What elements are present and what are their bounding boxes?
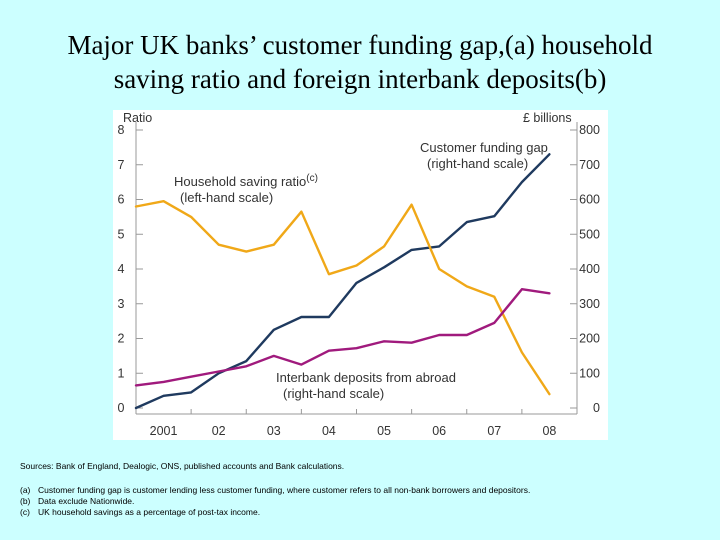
household-saving-ratio-line [134,199,551,396]
footnote-a-label: (a) [20,485,31,495]
interbank-deposits-from-abroad-line [134,287,551,387]
footnote-c-text: UK household savings as a percentage of … [38,507,261,517]
annotation-gap-line-2: (right-hand scale) [427,156,528,171]
left-tick-label: 5 [118,227,125,241]
right-tick-label: 300 [579,297,600,311]
footnote-a-text: Customer funding gap is customer lending… [38,485,531,495]
left-tick-label: 1 [118,366,125,380]
right-tick-label: 600 [579,193,600,207]
right-tick-label: 400 [579,262,600,276]
left-tick-label: 0 [118,401,125,415]
x-tick-label: 2001 [150,424,178,438]
plot-area [136,130,577,408]
chart-panel: 0 1 2 3 4 5 6 7 8 0 100 200 300 400 500 600 700 800 2001 02… [113,110,608,440]
right-tick-label: 800 [579,123,600,137]
footnote-c-label: (c) [20,507,30,517]
right-tick-label: 100 [579,366,600,380]
x-tick-label: 08 [542,424,556,438]
customer-funding-gap-line [134,153,551,410]
left-tick-label: 3 [118,297,125,311]
line-chart: 0 1 2 3 4 5 6 7 8 0 100 200 300 400 500 600 700 800 2001 02… [118,111,601,438]
annotation-saving-line-1: Household saving ratio(c) [174,173,318,189]
footnote-b: (b) Data exclude Nationwide. [20,496,710,507]
left-tick-label: 2 [118,332,125,346]
left-tick-label: 7 [118,158,125,172]
x-tick-label: 04 [322,424,336,438]
annotation-interbank-line-2: (right-hand scale) [283,386,384,401]
footnote-a: (a) Customer funding gap is customer len… [20,485,710,496]
right-tick-label: 0 [593,401,600,415]
right-tick-label: 700 [579,158,600,172]
left-tick-label: 4 [118,262,125,276]
right-tick-label: 200 [579,332,600,346]
annotation-saving-line-2: (left-hand scale) [180,190,273,205]
annotation-gap-line-1: Customer funding gap [420,140,548,155]
right-axis-title: £ billions [523,111,572,125]
chart-title-line-1: Major UK banks’ customer funding gap,(a)… [67,30,653,60]
annotation-interbank-line-1: Interbank deposits from abroad [276,370,456,385]
chart-title-line-2: saving ratio and foreign interbank depos… [113,64,607,94]
right-tick-label: 500 [579,227,600,241]
x-tick-label: 07 [487,424,501,438]
annotation-saving-text: Household saving ratio [174,174,306,189]
x-tick-label: 05 [377,424,391,438]
footnote-b-label: (b) [20,496,31,506]
footnote-b-text: Data exclude Nationwide. [38,496,135,506]
x-tick-label: 02 [212,424,226,438]
sources-note: Sources: Bank of England, Dealogic, ONS,… [20,461,345,471]
left-tick-label: 8 [118,123,125,137]
left-axis-title: Ratio [123,111,152,125]
footnote-c: (c) UK household savings as a percentage… [20,507,710,518]
left-tick-label: 6 [118,193,125,207]
chart-title: Major UK banks’ customer funding gap,(a)… [0,28,720,96]
x-tick-label: 03 [267,424,281,438]
x-tick-label: 06 [432,424,446,438]
annotation-saving-superscript: (c) [306,173,318,184]
chart-notes: Sources: Bank of England, Dealogic, ONS,… [20,461,710,518]
